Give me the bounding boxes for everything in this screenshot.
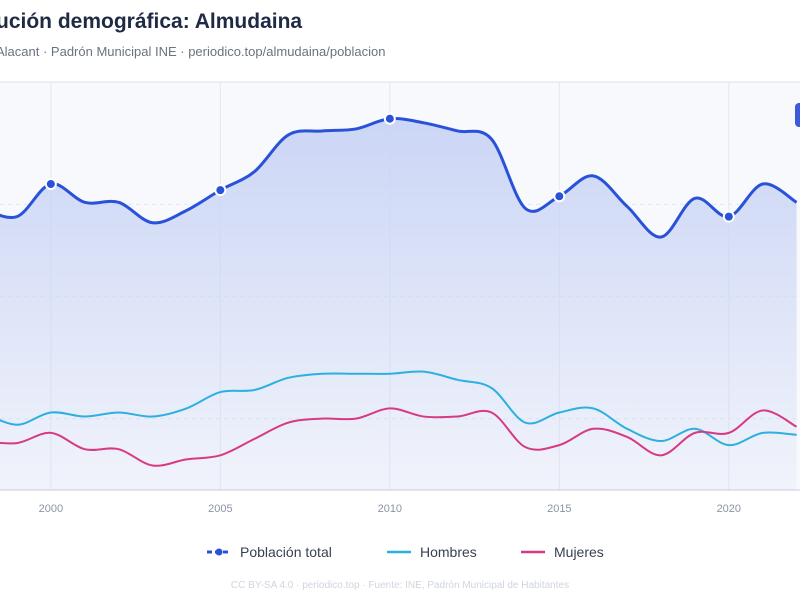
legend-item-hombres[interactable]: Hombres xyxy=(386,544,477,560)
chart-legend: Población total Hombres Mujeres xyxy=(0,544,800,564)
legend-swatch-hombres xyxy=(387,550,411,554)
x-tick-label-2020: 2020 xyxy=(717,503,741,515)
chart-menu-button[interactable] xyxy=(795,103,800,127)
legend-swatch-total xyxy=(207,548,231,556)
total-markers xyxy=(44,112,735,223)
marker-total-2000 xyxy=(44,178,57,190)
chart-footer: CC BY-SA 4.0 · periodico.top · Fuente: I… xyxy=(230,580,570,591)
x-tick-label-2000: 2000 xyxy=(39,503,63,515)
x-tick-label-2005: 2005 xyxy=(208,503,232,515)
legend-label-total: Población total xyxy=(240,544,332,560)
marker-total-2020 xyxy=(722,210,735,223)
legend-swatch-mujeres xyxy=(521,550,545,554)
marker-total-2015 xyxy=(553,190,566,203)
legend-label-hombres: Hombres xyxy=(420,544,477,560)
legend-item-mujeres[interactable]: Mujeres xyxy=(520,544,604,560)
marker-total-2005 xyxy=(214,184,227,197)
x-tick-label-2015: 2015 xyxy=(547,503,571,515)
legend-item-total[interactable]: Población total xyxy=(206,544,332,560)
area-poblacion-total xyxy=(0,118,797,490)
chart-title: ución demográfica: Almudaina xyxy=(0,10,303,33)
line-hombres xyxy=(0,370,797,447)
marker-total-2010 xyxy=(383,112,396,125)
line-mujeres xyxy=(0,407,798,467)
x-tick-label-2010: 2010 xyxy=(378,503,402,515)
chart-subtitle: Alacant · Padrón Municipal INE · periodi… xyxy=(0,44,386,59)
x-axis-ticks: 2000 2005 2010 2015 2020 xyxy=(39,503,741,515)
legend-label-mujeres: Mujeres xyxy=(554,544,604,560)
